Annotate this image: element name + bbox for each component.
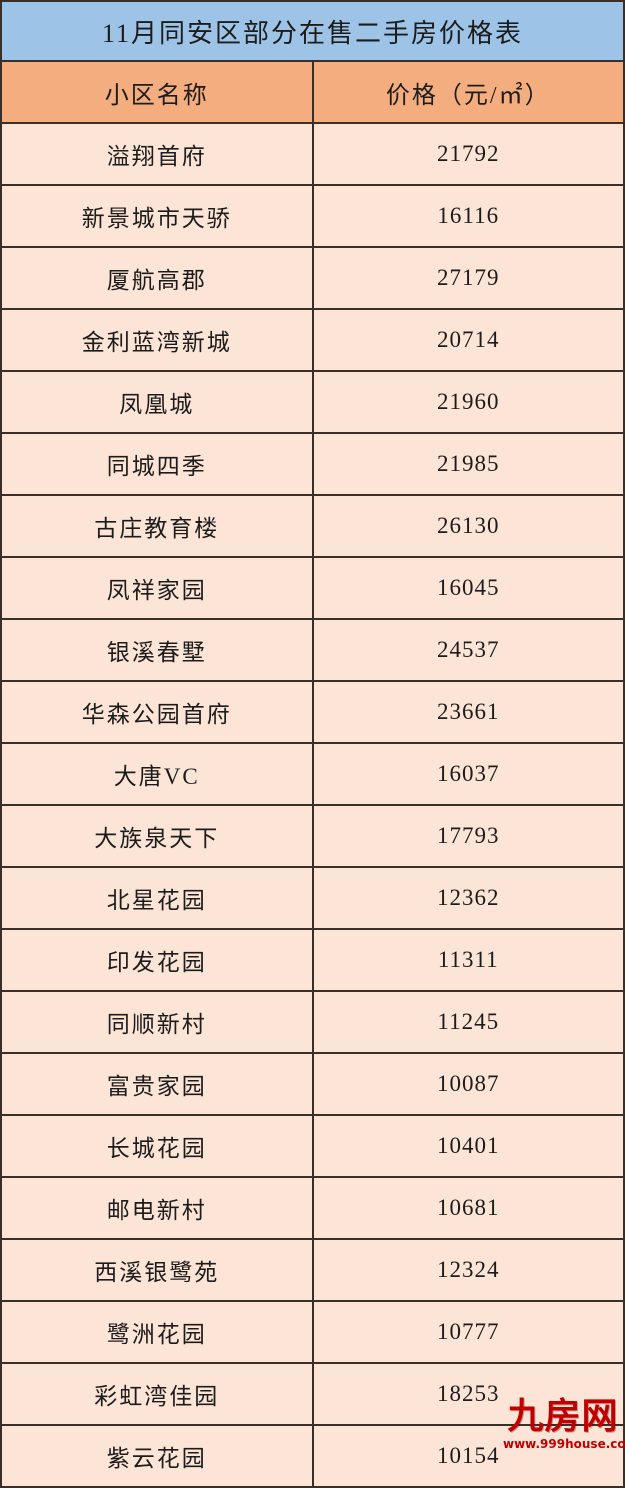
table-row: 银溪春墅 24537: [0, 618, 625, 682]
cell-price: 10401: [311, 1114, 625, 1178]
cell-price: 21792: [311, 122, 625, 186]
table-header-row: 小区名称 价格（元/㎡）: [0, 60, 625, 124]
table-row: 古庄教育楼 26130: [0, 494, 625, 558]
table-row: 厦航高郡 27179: [0, 246, 625, 310]
table-row: 长城花园 10401: [0, 1114, 625, 1178]
cell-price: 12324: [311, 1238, 625, 1302]
cell-community-name: 凤凰城: [0, 370, 314, 434]
table-row: 凤凰城 21960: [0, 370, 625, 434]
table-row: 富贵家园 10087: [0, 1052, 625, 1116]
cell-price: 17793: [311, 804, 625, 868]
cell-community-name: 凤祥家园: [0, 556, 314, 620]
table-row: 大唐VC 16037: [0, 742, 625, 806]
table-row: 印发花园 11311: [0, 928, 625, 992]
cell-community-name: 鹭洲花园: [0, 1300, 314, 1364]
cell-price: 11245: [311, 990, 625, 1054]
table-row: 紫云花园 10154: [0, 1424, 625, 1488]
table-row: 凤祥家园 16045: [0, 556, 625, 620]
cell-community-name: 长城花园: [0, 1114, 314, 1178]
page-title: 11月同安区部分在售二手房价格表: [0, 0, 625, 62]
cell-price: 10681: [311, 1176, 625, 1240]
cell-price: 20714: [311, 308, 625, 372]
table-row: 邮电新村 10681: [0, 1176, 625, 1240]
cell-price: 11311: [311, 928, 625, 992]
cell-price: 23661: [311, 680, 625, 744]
table-row: 溢翔首府 21792: [0, 122, 625, 186]
cell-price: 24537: [311, 618, 625, 682]
cell-price: 16037: [311, 742, 625, 806]
cell-community-name: 北星花园: [0, 866, 314, 930]
cell-community-name: 大族泉天下: [0, 804, 314, 868]
table-row: 西溪银鹭苑 12324: [0, 1238, 625, 1302]
cell-community-name: 紫云花园: [0, 1424, 314, 1488]
cell-price: 10777: [311, 1300, 625, 1364]
cell-community-name: 古庄教育楼: [0, 494, 314, 558]
table-row: 彩虹湾佳园 18253: [0, 1362, 625, 1426]
cell-price: 18253: [311, 1362, 625, 1426]
cell-community-name: 大唐VC: [0, 742, 314, 806]
table-row: 鹭洲花园 10777: [0, 1300, 625, 1364]
cell-community-name: 印发花园: [0, 928, 314, 992]
cell-price: 26130: [311, 494, 625, 558]
table-title-row: 11月同安区部分在售二手房价格表: [0, 0, 625, 62]
table-row: 同城四季 21985: [0, 432, 625, 496]
cell-community-name: 厦航高郡: [0, 246, 314, 310]
cell-community-name: 富贵家园: [0, 1052, 314, 1116]
cell-price: 16116: [311, 184, 625, 248]
table-row: 新景城市天骄 16116: [0, 184, 625, 248]
cell-community-name: 银溪春墅: [0, 618, 314, 682]
cell-price: 12362: [311, 866, 625, 930]
table-row: 金利蓝湾新城 20714: [0, 308, 625, 372]
cell-community-name: 金利蓝湾新城: [0, 308, 314, 372]
cell-community-name: 溢翔首府: [0, 122, 314, 186]
table-row: 北星花园 12362: [0, 866, 625, 930]
cell-community-name: 同城四季: [0, 432, 314, 496]
column-header-price: 价格（元/㎡）: [311, 60, 625, 124]
cell-price: 27179: [311, 246, 625, 310]
cell-community-name: 西溪银鹭苑: [0, 1238, 314, 1302]
table-row: 大族泉天下 17793: [0, 804, 625, 868]
cell-community-name: 同顺新村: [0, 990, 314, 1054]
cell-price: 21960: [311, 370, 625, 434]
cell-price: 10154: [311, 1424, 625, 1488]
table-row: 同顺新村 11245: [0, 990, 625, 1054]
cell-price: 10087: [311, 1052, 625, 1116]
cell-community-name: 邮电新村: [0, 1176, 314, 1240]
column-header-community-name: 小区名称: [0, 60, 314, 124]
table-row: 华森公园首府 23661: [0, 680, 625, 744]
cell-community-name: 彩虹湾佳园: [0, 1362, 314, 1426]
cell-price: 16045: [311, 556, 625, 620]
cell-community-name: 新景城市天骄: [0, 184, 314, 248]
cell-price: 21985: [311, 432, 625, 496]
cell-community-name: 华森公园首府: [0, 680, 314, 744]
